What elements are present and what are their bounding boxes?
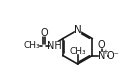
Text: N: N <box>98 50 105 60</box>
FancyBboxPatch shape <box>50 42 59 49</box>
Text: NH: NH <box>47 41 62 51</box>
FancyBboxPatch shape <box>41 32 47 35</box>
Text: +: + <box>103 49 108 55</box>
FancyBboxPatch shape <box>75 27 80 33</box>
Text: O: O <box>40 28 48 38</box>
FancyBboxPatch shape <box>28 42 38 48</box>
Text: CH₃: CH₃ <box>24 41 40 50</box>
Text: CH₃: CH₃ <box>69 47 86 56</box>
Text: N: N <box>74 25 81 35</box>
FancyBboxPatch shape <box>99 52 106 59</box>
FancyBboxPatch shape <box>74 49 81 53</box>
Text: O⁻: O⁻ <box>106 50 119 60</box>
FancyBboxPatch shape <box>109 52 118 59</box>
FancyBboxPatch shape <box>99 43 105 47</box>
Text: O: O <box>98 40 105 50</box>
